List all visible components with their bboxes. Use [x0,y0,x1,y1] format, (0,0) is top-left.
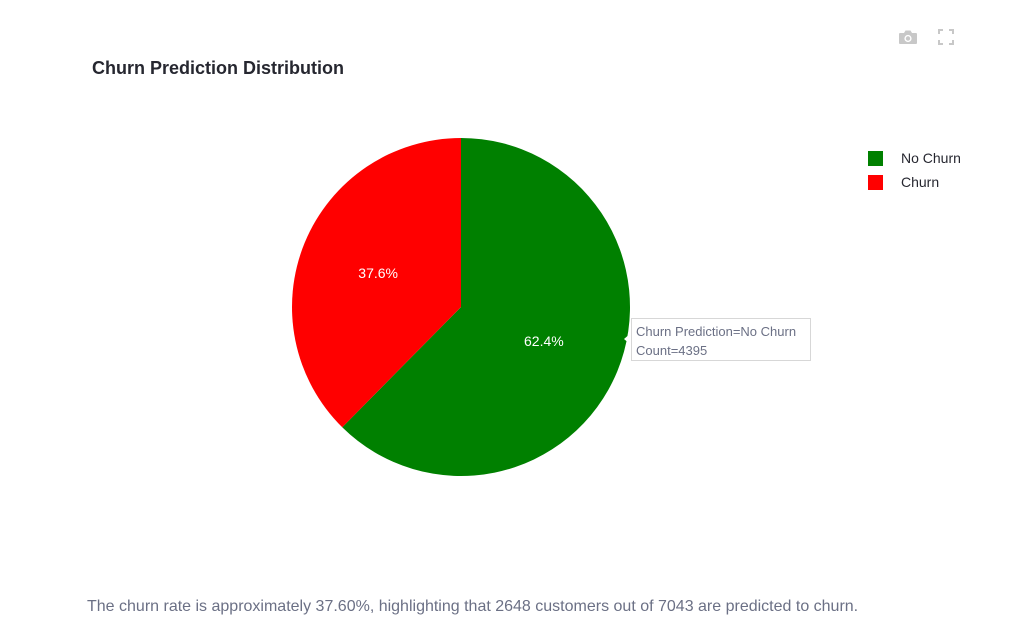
legend-swatch-no-churn [868,150,883,166]
slice-percent-label: 62.4% [524,333,564,349]
slice-percent-label: 37.6% [358,265,398,281]
pie-chart: 62.4% 37.6% [292,138,630,477]
chart-toolbar [896,26,958,48]
hover-tooltip: Churn Prediction=No Churn Count=4395 [631,318,811,361]
churn-summary-text: The churn rate is approximately 37.60%, … [87,598,859,615]
legend-label: Churn [901,174,940,190]
legend-swatch-churn [868,174,883,190]
legend-label: No Churn [901,150,961,166]
chart-legend: No Churn Churn [868,146,961,194]
tooltip-pointer [624,333,631,345]
pie-slice-no-churn[interactable] [342,138,630,477]
fullscreen-icon[interactable] [934,26,958,48]
chart-title: Churn Prediction Distribution [92,58,344,78]
legend-item-churn[interactable]: Churn [868,170,961,194]
tooltip-line-count: Count=4395 [636,343,708,358]
pie-slice-churn[interactable] [292,138,461,428]
camera-icon[interactable] [896,26,920,48]
tooltip-line-label: Churn Prediction=No Churn [636,324,797,339]
legend-item-no-churn[interactable]: No Churn [868,146,961,170]
